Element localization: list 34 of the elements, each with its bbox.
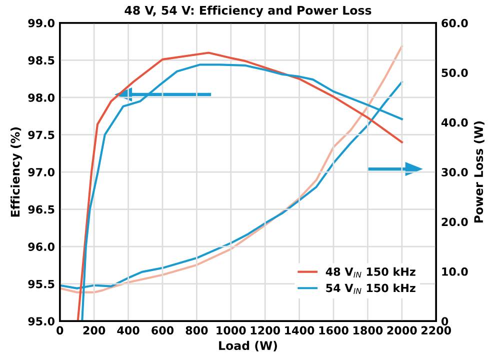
y-tick-label: 97.5	[28, 130, 54, 140]
x-tick-label: 1600	[319, 326, 348, 335]
y-tick-label: 98.0	[28, 93, 55, 102]
y2-tick-label: 20.0	[442, 218, 468, 226]
x-axis-title: Load (W)	[219, 340, 277, 352]
x-tick-label: 2200	[422, 326, 452, 335]
y-tick-label: 98.5	[28, 56, 54, 65]
y2-tick-label: 40.0	[441, 118, 468, 127]
y-tick-label: 97.0	[28, 168, 55, 176]
y2-tick-label: 50.0	[442, 68, 468, 77]
y-tick-label: 99.0	[28, 18, 55, 28]
legend-label: 54 V$_{IN}$ 150 kHz	[326, 284, 416, 294]
y2-tick-label: 0	[441, 317, 448, 326]
y-tick-label: 95.0	[28, 317, 55, 326]
y-tick-label: 96.5	[28, 205, 54, 214]
y2-tick-label: 10.0	[442, 267, 468, 276]
y-axis-title: Efficiency (%)	[10, 127, 22, 217]
chart-title: 48 V, 54 V: Efficiency and Power Loss	[124, 6, 372, 18]
y-tick-label: 96.0	[28, 242, 55, 251]
legend-label: 48 V$_{IN}$ 150 kHz	[326, 267, 416, 278]
y2-axis-title: Power Loss (W)	[474, 121, 484, 223]
x-tick-label: 200	[83, 326, 106, 335]
x-tick-label: 1800	[353, 326, 383, 335]
y-tick-label: 95.5	[28, 280, 54, 288]
y2-tick-label: 60.0	[442, 18, 468, 28]
x-tick-label: 600	[152, 326, 174, 335]
x-tick-label: 0	[56, 326, 64, 335]
x-tick-label: 2000	[387, 326, 417, 335]
x-tick-label: 800	[186, 326, 208, 335]
x-tick-label: 1400	[285, 326, 314, 335]
y2-tick-label: 30.0	[442, 168, 468, 176]
x-tick-label: 400	[117, 326, 140, 335]
x-tick-label: 1000	[216, 326, 246, 335]
x-tick-label: 1200	[250, 326, 280, 335]
